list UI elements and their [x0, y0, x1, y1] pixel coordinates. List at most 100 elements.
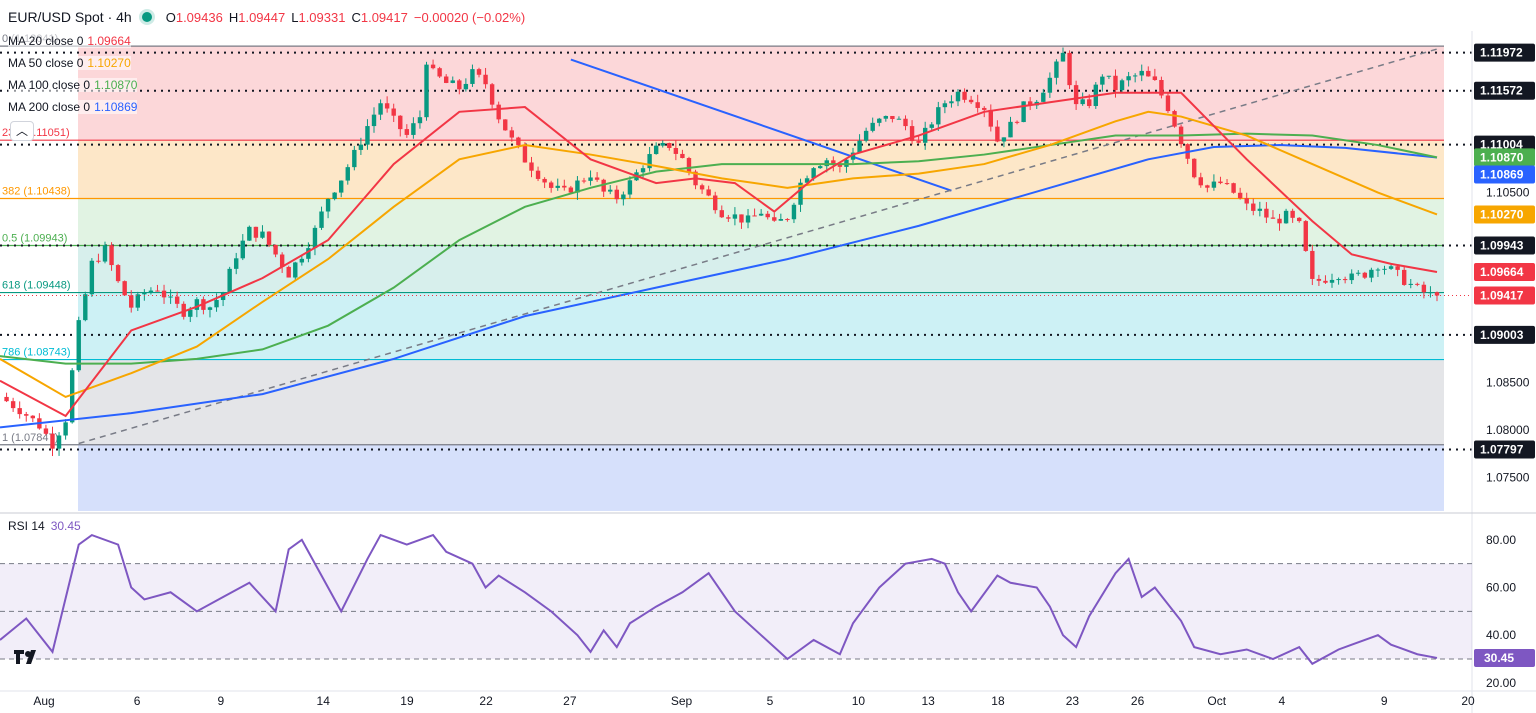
candle-body	[168, 296, 173, 298]
candle-body	[909, 126, 915, 142]
symbol-title[interactable]: EUR/USD Spot · 4h	[8, 9, 132, 25]
fib-level-label: 0.5 (1.09943)	[2, 233, 67, 245]
candle-body	[1323, 280, 1328, 283]
candle-body	[1211, 181, 1217, 188]
candle-body	[1192, 158, 1197, 178]
price-tag	[1474, 148, 1535, 167]
time-tick-label: 27	[563, 694, 577, 708]
candle-body	[260, 231, 265, 238]
price-tag	[1474, 286, 1535, 305]
candle-body	[1297, 217, 1302, 222]
candle-body	[352, 149, 357, 168]
fib-level-label: 382 (1.10438)	[2, 185, 71, 197]
candle-body	[102, 245, 108, 262]
rsi-value-tag-label: 30.45	[1484, 651, 1514, 665]
candle-body	[1434, 292, 1440, 296]
ma100-legend[interactable]: MA 100 close 0 1.10870	[8, 78, 138, 92]
candle-body	[621, 194, 626, 200]
candle-body	[653, 145, 659, 155]
candle-body	[680, 153, 685, 159]
candle-body	[1283, 210, 1289, 224]
candles	[4, 47, 1440, 457]
candle-body	[161, 290, 167, 298]
candle-body	[1362, 272, 1368, 278]
candle-body	[443, 76, 449, 83]
candle-body	[594, 177, 600, 180]
candle-body	[1303, 221, 1308, 251]
candle-body	[24, 414, 29, 416]
time-tick-label: 22	[479, 694, 493, 708]
candle-body	[608, 189, 613, 192]
fib-zone	[78, 359, 1444, 445]
candle-body	[10, 401, 16, 409]
candle-body	[1001, 137, 1007, 142]
candle-body	[496, 104, 501, 120]
candle-body	[883, 115, 889, 119]
level-tag-label: 1.09943	[1480, 239, 1524, 253]
rsi-tick-label: 40.00	[1486, 628, 1516, 642]
price-tag-label: 1.09664	[1480, 265, 1524, 279]
candle-body	[1375, 269, 1381, 271]
rsi-legend[interactable]: RSI 14 30.45	[8, 519, 81, 533]
candle-body	[660, 143, 665, 146]
candle-body	[1146, 70, 1151, 77]
candle-body	[1152, 76, 1158, 80]
candle-body	[365, 126, 370, 145]
candle-body	[673, 147, 679, 154]
candle-body	[896, 118, 902, 120]
rsi-tick-label: 20.00	[1486, 676, 1516, 690]
candle-body	[870, 122, 875, 131]
candle-body	[1067, 52, 1072, 86]
candle-body	[227, 268, 232, 293]
candle-body	[745, 215, 751, 223]
ma50-legend[interactable]: MA 50 close 0 1.10270	[8, 56, 131, 70]
candle-body	[1237, 192, 1243, 199]
candle-body	[279, 254, 285, 267]
time-tick-label: 26	[1131, 694, 1145, 708]
candle-body	[1329, 279, 1335, 283]
candle-body	[903, 118, 908, 127]
candle-body	[818, 166, 823, 169]
market-status-icon	[141, 12, 152, 22]
candle-body	[640, 168, 646, 173]
candle-body	[240, 240, 245, 259]
ma200-legend[interactable]: MA 200 close 0 1.10869	[8, 100, 138, 114]
candle-body	[476, 69, 482, 75]
candle-body	[739, 214, 744, 223]
candle-body	[1080, 99, 1085, 105]
candle-body	[719, 210, 724, 218]
candle-body	[850, 152, 856, 160]
candle-body	[404, 129, 410, 135]
candle-body	[758, 213, 764, 216]
candle-body	[516, 137, 521, 146]
candle-body	[142, 292, 147, 295]
candle-body	[1139, 70, 1144, 76]
candle-body	[509, 130, 515, 138]
time-tick-label: Sep	[671, 694, 693, 708]
candle-body	[529, 162, 534, 171]
candle-body	[811, 168, 816, 179]
candle-body	[115, 265, 121, 282]
candle-body	[1073, 85, 1079, 105]
candle-body	[1316, 278, 1322, 281]
ma20-legend[interactable]: MA 20 close 0 1.09664	[8, 34, 131, 48]
price-tick-label: 1.10500	[1486, 186, 1530, 200]
candle-body	[968, 99, 974, 103]
collapse-legend-button[interactable]: ︿	[10, 121, 34, 141]
candle-body	[522, 145, 528, 163]
candle-body	[50, 433, 55, 449]
candle-body	[332, 192, 337, 199]
ma20-line	[0, 91, 1438, 418]
fib-zone	[78, 245, 1444, 293]
candle-body	[936, 107, 941, 125]
candle-body	[1415, 283, 1420, 285]
candle-body	[1401, 269, 1407, 285]
level-tag-label: 1.11572	[1480, 84, 1523, 98]
candle-body	[1310, 250, 1315, 279]
candle-body	[43, 428, 49, 434]
candle-body	[1113, 75, 1118, 91]
candle-body	[831, 160, 836, 165]
candle-body	[135, 294, 140, 308]
candle-body	[713, 195, 718, 211]
